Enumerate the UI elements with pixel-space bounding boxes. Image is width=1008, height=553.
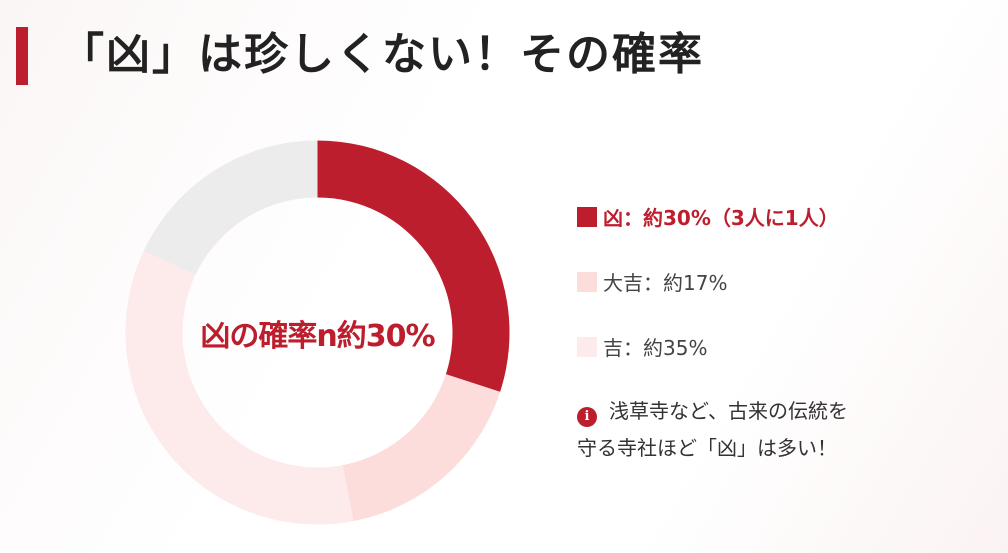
donut-slice-other (143, 140, 318, 276)
note-line-2: 守る寺社ほど「凶」は多い！ (577, 436, 837, 460)
donut-chart-svg (125, 140, 510, 525)
info-icon: i (577, 406, 597, 427)
donut-slice-kichi (125, 250, 354, 525)
legend-swatch-daikichi (577, 271, 597, 292)
donut-slice-kyo (317, 140, 510, 392)
donut-center-label: 凶の確率n約30% (200, 318, 435, 354)
legend-label-kichi: 吉：約35% (603, 336, 708, 360)
legend-label-daikichi: 大吉：約17% (603, 271, 728, 295)
legend-label-kyo: 凶：約30%（3人に1人） (603, 206, 839, 230)
legend-item-daikichi: 大吉：約17% (577, 267, 727, 296)
legend-item-kichi: 吉：約35% (577, 332, 707, 361)
legend-swatch-kyo (577, 206, 597, 227)
donut-chart: 凶の確率n約30% (120, 135, 515, 530)
legend-swatch-kichi (577, 336, 597, 357)
note-line-1: i 浅草寺など、古来の伝統を (577, 393, 997, 430)
info-note: i 浅草寺など、古来の伝統を 守る寺社ほど「凶」は多い！ (577, 393, 997, 467)
note-text-1: 浅草寺など、古来の伝統を (609, 399, 848, 423)
page-title: 「凶」は珍しくない！その確率 (60, 29, 704, 80)
legend-item-kyo: 凶：約30%（3人に1人） (577, 202, 839, 231)
title-accent-bar (16, 27, 28, 85)
donut-slice-daikichi (342, 374, 501, 522)
